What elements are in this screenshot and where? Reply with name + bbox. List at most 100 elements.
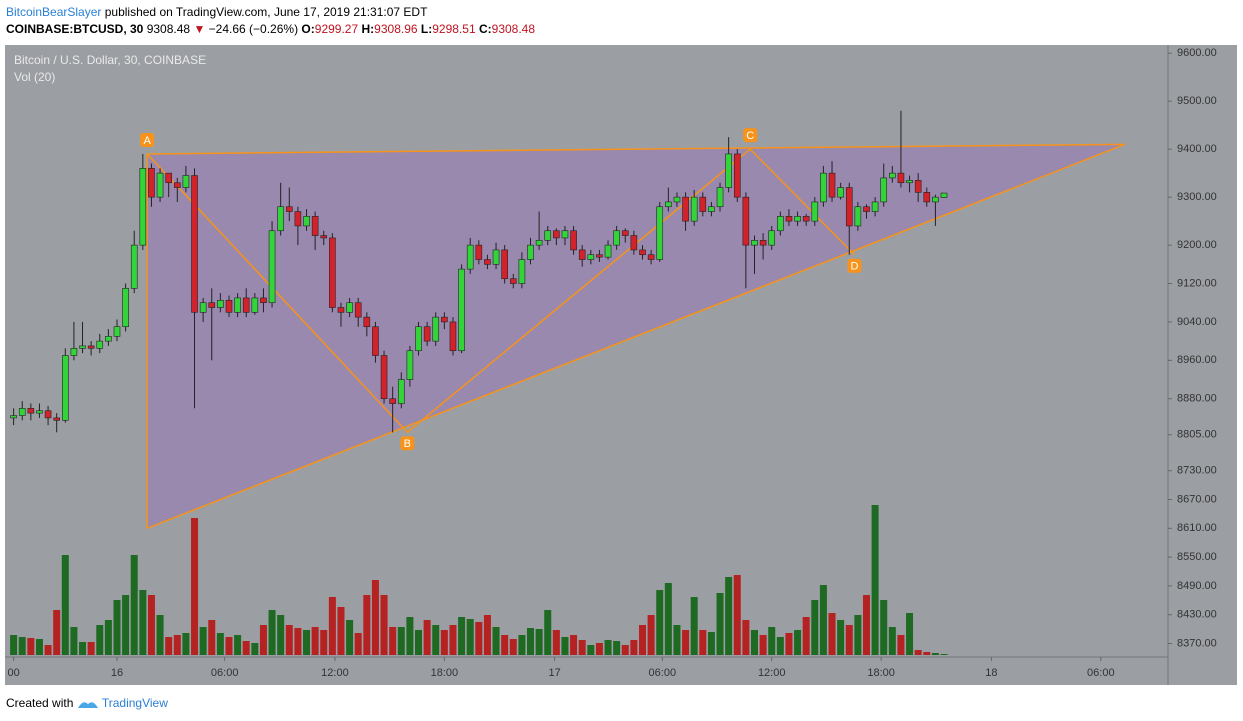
candle-body xyxy=(621,230,629,236)
candle-body xyxy=(441,316,448,323)
volume-bar xyxy=(397,627,405,655)
y-tick-label: 9300.00 xyxy=(1177,191,1217,203)
volume-bar xyxy=(208,620,216,655)
volume-bar xyxy=(294,628,302,655)
candle-body xyxy=(742,196,750,246)
candle-body xyxy=(70,348,78,356)
volume-bar xyxy=(578,640,586,655)
candle-body xyxy=(130,244,138,289)
candle-body xyxy=(165,172,172,184)
c-label: C: xyxy=(478,22,492,36)
volume-bar xyxy=(923,652,931,655)
candle-body xyxy=(242,297,250,313)
volume-bar xyxy=(61,555,69,655)
y-tick-label: 8805.00 xyxy=(1177,429,1217,441)
candle-body xyxy=(673,196,681,203)
candle-body xyxy=(604,244,612,258)
candle-body xyxy=(285,206,293,212)
volume-bar xyxy=(96,625,104,655)
y-tick-label: 8960.00 xyxy=(1177,354,1217,366)
pattern-point-label: D xyxy=(850,261,858,273)
pattern-point-label: B xyxy=(404,438,411,450)
y-tick-label: 9040.00 xyxy=(1177,316,1217,328)
candle-body xyxy=(294,211,302,227)
candle-body xyxy=(354,302,362,318)
y-tick-label: 8370.00 xyxy=(1177,637,1217,649)
volume-bar xyxy=(122,595,130,655)
volume-bar xyxy=(819,585,827,655)
c: 9308.48 xyxy=(491,22,536,36)
candle-body xyxy=(923,192,931,203)
volume-bar xyxy=(880,600,888,655)
volume-bar xyxy=(371,580,379,655)
volume-bar xyxy=(259,625,267,655)
candle-body xyxy=(932,196,939,203)
author[interactable]: BitcoinBearSlayer xyxy=(6,5,102,19)
y-tick-label: 8430.00 xyxy=(1177,609,1217,621)
candle-body xyxy=(596,254,603,258)
candle-body xyxy=(225,300,233,313)
volume-bar xyxy=(750,630,758,655)
volume-bar xyxy=(888,627,896,655)
brand[interactable]: TradingView xyxy=(101,696,168,710)
volume-label: Vol (20) xyxy=(14,70,55,84)
volume-bar xyxy=(354,633,362,655)
y-tick-label: 9500.00 xyxy=(1177,95,1217,107)
volume-bar xyxy=(518,635,526,655)
candle-body xyxy=(105,336,112,342)
candle-body xyxy=(458,268,465,352)
x-tick-label: 18:00 xyxy=(867,667,895,679)
y-tick-label: 9400.00 xyxy=(1177,143,1217,155)
volume-bar xyxy=(44,645,52,655)
volume-bar xyxy=(337,607,345,655)
candle-body xyxy=(79,345,86,349)
candle-body xyxy=(509,278,517,284)
y-tick-label: 9200.00 xyxy=(1177,239,1217,251)
candle-body xyxy=(277,206,284,232)
volume-bar xyxy=(216,633,224,655)
y-tick-label: 8610.00 xyxy=(1177,522,1217,534)
footer: Created with TradingView xyxy=(6,696,168,710)
volume-bar xyxy=(415,630,423,655)
candle-body xyxy=(303,216,310,227)
volume-bar xyxy=(10,635,18,655)
volume-bar xyxy=(785,633,793,655)
candle-body xyxy=(914,180,922,193)
volume-bar xyxy=(725,577,733,655)
volume-bar xyxy=(587,645,595,655)
candle-body xyxy=(217,300,224,308)
volume-bar xyxy=(458,617,466,655)
candle-body xyxy=(820,172,827,203)
volume-bar xyxy=(595,643,603,655)
x-tick-label: 17 xyxy=(549,667,561,679)
volume-bar xyxy=(794,630,802,655)
volume-bar xyxy=(53,610,61,655)
candle-body xyxy=(777,216,784,232)
candle-body xyxy=(863,206,870,212)
volume-bar xyxy=(733,575,741,655)
volume-bar xyxy=(621,645,629,655)
volume-bar xyxy=(862,595,870,655)
volume-bar xyxy=(346,620,354,655)
candle-body xyxy=(406,350,414,380)
candle-body xyxy=(139,168,147,246)
volume-bar xyxy=(535,629,543,655)
candle-body xyxy=(578,249,586,260)
volume-bar xyxy=(837,620,845,655)
volume-bar xyxy=(268,610,276,655)
volume-bar xyxy=(165,637,173,655)
volume-bar xyxy=(225,637,233,655)
candle-body xyxy=(10,415,17,419)
candle-body xyxy=(906,180,913,184)
candle-body xyxy=(828,172,836,198)
volume-bar xyxy=(139,590,147,655)
volume-bar xyxy=(897,635,905,655)
candle-body xyxy=(570,230,577,251)
candle-body xyxy=(372,326,379,356)
h: 9308.96 xyxy=(374,22,418,36)
volume-bar xyxy=(130,555,138,655)
candle-body xyxy=(423,326,431,342)
candle-body xyxy=(811,201,819,222)
candle-body xyxy=(432,316,440,342)
chart: Bitcoin / U.S. Dollar, 30, COINBASE Vol … xyxy=(5,45,1237,685)
